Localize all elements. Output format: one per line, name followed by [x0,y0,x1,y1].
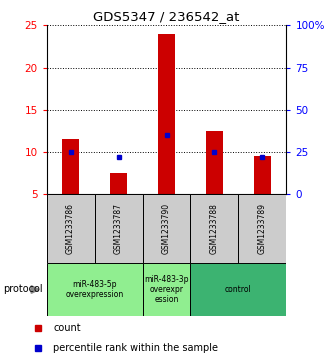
Bar [47,194,95,263]
Bar [190,194,238,263]
Text: miR-483-3p
overexpr
ession: miR-483-3p overexpr ession [144,274,189,305]
Text: GSM1233787: GSM1233787 [114,203,123,254]
Text: count: count [53,323,81,333]
Text: GSM1233790: GSM1233790 [162,203,171,254]
Bar [238,194,286,263]
Bar [110,173,127,194]
Text: percentile rank within the sample: percentile rank within the sample [53,343,218,354]
Bar [158,34,175,194]
Bar [254,156,271,194]
Text: miR-483-5p
overexpression: miR-483-5p overexpression [66,280,124,299]
Text: GSM1233788: GSM1233788 [210,203,219,254]
Bar [143,194,190,263]
Bar [143,263,190,316]
Bar [47,263,143,316]
Text: control: control [225,285,252,294]
Bar [95,194,143,263]
Bar [62,139,79,194]
Text: GSM1233786: GSM1233786 [66,203,75,254]
Text: protocol: protocol [3,285,43,294]
Text: GSM1233789: GSM1233789 [258,203,267,254]
Title: GDS5347 / 236542_at: GDS5347 / 236542_at [93,10,240,23]
Bar [190,263,286,316]
Bar [206,131,223,194]
